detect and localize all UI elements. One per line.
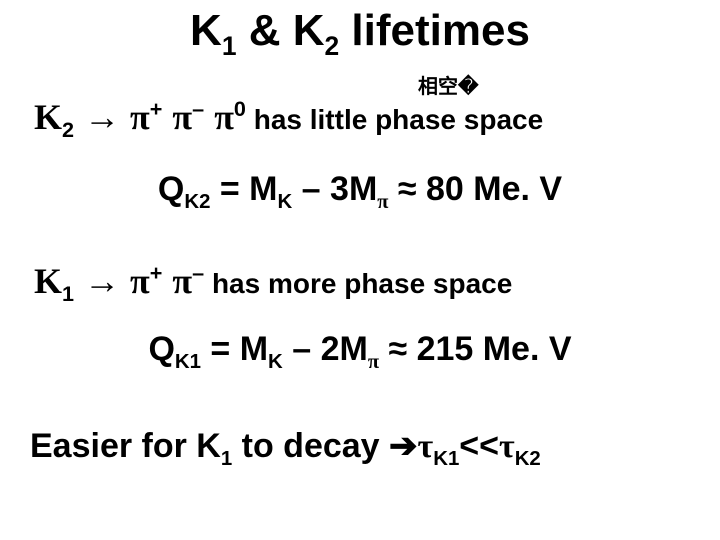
phase-space-annotation-cjk: 相空� (418, 70, 479, 99)
sp (204, 96, 214, 137)
pi-plus-sup: + (150, 96, 163, 121)
q-sub: K2 (184, 191, 210, 213)
conclusion-text: Easier for K (30, 427, 221, 465)
k2-sub: 2 (62, 117, 74, 142)
much-less-than: << (459, 427, 499, 465)
conclusion-text2: to decay (232, 427, 389, 465)
q: Q (148, 330, 174, 368)
sp (162, 96, 172, 137)
title-k2-sub: 2 (325, 31, 340, 61)
pi-plus: π (130, 261, 150, 301)
title-k2: K (293, 6, 325, 55)
pi-minus: π (172, 97, 192, 137)
q-sub: K1 (175, 351, 201, 373)
pi-minus: π (172, 261, 192, 301)
title-amp: & (237, 6, 293, 55)
approx: ≈ (379, 330, 417, 368)
tau-k2: τ (499, 428, 515, 465)
mpi-sub: π (368, 351, 379, 373)
title-rest: lifetimes (339, 6, 530, 55)
pi-plus-sup: + (150, 260, 163, 285)
title-k1-sub: 1 (222, 31, 237, 61)
eq-mk: = M (210, 170, 277, 208)
k2-symbol: K (34, 97, 62, 137)
decay-k2-line: K2 → π+ π– π0 has little phase space (0, 96, 720, 138)
title-k1: K (190, 6, 222, 55)
slide: K1 & K2 lifetimes 相空� K2 → π+ π– π0 has … (0, 0, 720, 540)
mpi-sub: π (377, 191, 388, 213)
q-k2-equation: QK2 = MK – 3Mπ ≈ 80 Me. V (0, 170, 720, 209)
slide-title: K1 & K2 lifetimes (0, 6, 720, 56)
pi-zero: π (214, 97, 234, 137)
decay-k1-line: K1 → π+ π– has more phase space (0, 260, 720, 302)
arrow-icon: → (74, 260, 130, 301)
tau-k1-sub: K1 (433, 448, 459, 470)
pi-plus: π (130, 97, 150, 137)
pi-minus-sup: – (192, 260, 204, 285)
approx: ≈ (388, 170, 426, 208)
q-k1-value: 215 Me. V (417, 330, 572, 368)
arrow-icon: → (74, 96, 130, 137)
k1-text: has more phase space (204, 268, 512, 299)
tau-k1: τ (418, 428, 434, 465)
mk-sub: K (278, 191, 293, 213)
pi-zero-sup: 0 (234, 96, 246, 121)
k1-symbol: K (34, 261, 62, 301)
sp (162, 260, 172, 301)
q: Q (158, 170, 184, 208)
tau-k2-sub: K2 (515, 448, 541, 470)
mk-sub: K (268, 351, 283, 373)
k1-sub: 1 (62, 281, 74, 306)
minus-3m: – 3M (292, 170, 377, 208)
minus-2m: – 2M (283, 330, 368, 368)
q-k1-equation: QK1 = MK – 2Mπ ≈ 215 Me. V (0, 330, 720, 369)
conclusion-line: Easier for K1 to decay ➔τK1<<τK2 (0, 426, 720, 466)
implies-arrow-icon: ➔ (389, 427, 418, 465)
pi-minus-sup: – (192, 96, 204, 121)
k1-sub: 1 (221, 448, 232, 470)
k2-text: has little phase space (246, 104, 543, 135)
q-k2-value: 80 Me. V (426, 170, 562, 208)
eq-mk: = M (201, 330, 268, 368)
